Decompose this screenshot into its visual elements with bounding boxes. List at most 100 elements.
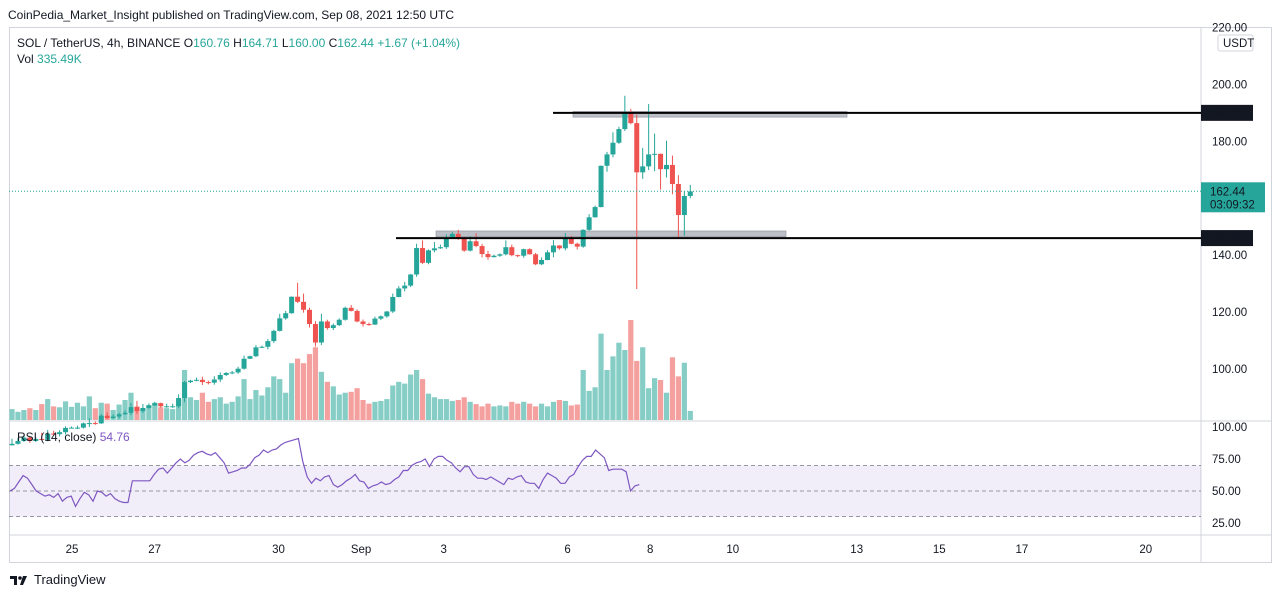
volume-bar <box>652 378 658 420</box>
current-price-box <box>1201 182 1265 213</box>
current-price-label: 162.44 <box>1210 186 1246 198</box>
volume-bar <box>295 358 301 420</box>
volume-bar <box>211 399 217 420</box>
volume-bar <box>57 407 63 420</box>
volume-bar <box>80 406 86 420</box>
open-value: 160.76 <box>193 36 230 50</box>
volume-bar <box>271 376 277 420</box>
volume-value: 335.49K <box>37 52 82 66</box>
candle-body <box>33 439 39 442</box>
volume-bar <box>675 376 681 420</box>
volume-bar <box>378 400 384 420</box>
volume-bar <box>235 396 241 420</box>
candle-body <box>170 406 176 408</box>
candle-body <box>669 164 675 185</box>
volume-bar <box>408 374 414 420</box>
candle-body <box>527 249 533 255</box>
time-tick-label: 13 <box>850 544 863 556</box>
candle-body <box>253 347 259 357</box>
volume-bar <box>556 400 562 420</box>
volume-bar <box>479 406 485 420</box>
low-value: 160.00 <box>288 36 326 50</box>
volume-bar <box>247 399 253 420</box>
candle-body <box>140 407 146 412</box>
volume-bar <box>68 406 75 420</box>
volume-bar <box>384 399 390 420</box>
candles <box>9 95 693 446</box>
candle-body <box>217 374 223 380</box>
brand-name: TradingView <box>34 572 106 587</box>
symbol-title[interactable]: SOL / TetherUS, 4h, BINANCE <box>17 36 181 50</box>
time-tick-label: 25 <box>66 544 79 556</box>
candle-body <box>479 246 485 255</box>
rsi-line <box>9 437 640 508</box>
candle-body <box>110 416 116 418</box>
candle-body <box>21 437 27 442</box>
candle-body <box>15 441 21 444</box>
candle-body <box>378 316 384 319</box>
volume-bar <box>449 400 455 420</box>
candle-body <box>342 307 348 320</box>
volume-bar <box>122 400 128 420</box>
volume-bar <box>27 408 33 420</box>
volume-bar <box>283 392 289 420</box>
candle-body <box>568 238 574 244</box>
candle-body <box>277 318 283 331</box>
currency-label: USDT <box>1223 38 1254 50</box>
volume-bar <box>176 399 182 420</box>
volume-bar <box>622 350 628 420</box>
candle-body <box>604 154 610 166</box>
candle-body <box>390 296 396 312</box>
volume-bar <box>116 404 122 420</box>
candle-body <box>592 207 598 218</box>
candle-body <box>301 301 307 310</box>
level-label: 190.00 <box>1210 108 1245 120</box>
candle-body <box>104 415 110 418</box>
candle-body <box>640 166 646 173</box>
volume-bar <box>158 407 164 420</box>
volume-bar <box>366 403 372 420</box>
candle-body <box>449 233 455 239</box>
volume-bar <box>360 400 366 420</box>
volume-bar <box>265 387 271 420</box>
currency-box <box>1217 34 1254 52</box>
time-tick-label: 6 <box>564 544 570 556</box>
candle-body <box>312 324 318 343</box>
volume-bar <box>45 399 51 420</box>
level-label: 146.00 <box>1210 233 1245 245</box>
candle-body <box>283 313 289 319</box>
volume-bar <box>431 397 438 420</box>
volume-bar <box>336 394 342 420</box>
volume-bar <box>681 362 687 420</box>
volume-bar <box>98 402 104 420</box>
candle-body <box>182 382 188 399</box>
volume-bar <box>223 403 229 420</box>
candle-body <box>503 247 509 255</box>
volume-bar <box>687 410 693 420</box>
candle-body <box>634 123 640 173</box>
volume-bar <box>646 388 652 420</box>
volume-bar <box>15 411 21 420</box>
candle-body <box>556 245 562 249</box>
candle-body <box>372 318 378 325</box>
volume-bar <box>425 393 432 420</box>
candle-body <box>545 252 550 260</box>
volume-bar <box>74 402 81 420</box>
candle-body <box>491 255 497 258</box>
volume-bar <box>229 401 235 420</box>
volume-bar <box>164 408 170 420</box>
candle-body <box>307 309 312 325</box>
rsi-label[interactable]: RSI (14, close) <box>17 430 97 444</box>
tradingview-logo[interactable]: TradingView <box>10 572 106 587</box>
level-box <box>1201 230 1253 247</box>
volume-bar <box>640 347 646 420</box>
candle-body <box>533 254 539 265</box>
volume-bar <box>312 347 319 420</box>
volume-bar <box>491 406 497 420</box>
volume-bar <box>390 385 396 420</box>
candle-body <box>658 153 664 170</box>
candle-body <box>461 237 467 251</box>
zone-box <box>435 230 787 237</box>
volume-bar <box>402 383 408 420</box>
